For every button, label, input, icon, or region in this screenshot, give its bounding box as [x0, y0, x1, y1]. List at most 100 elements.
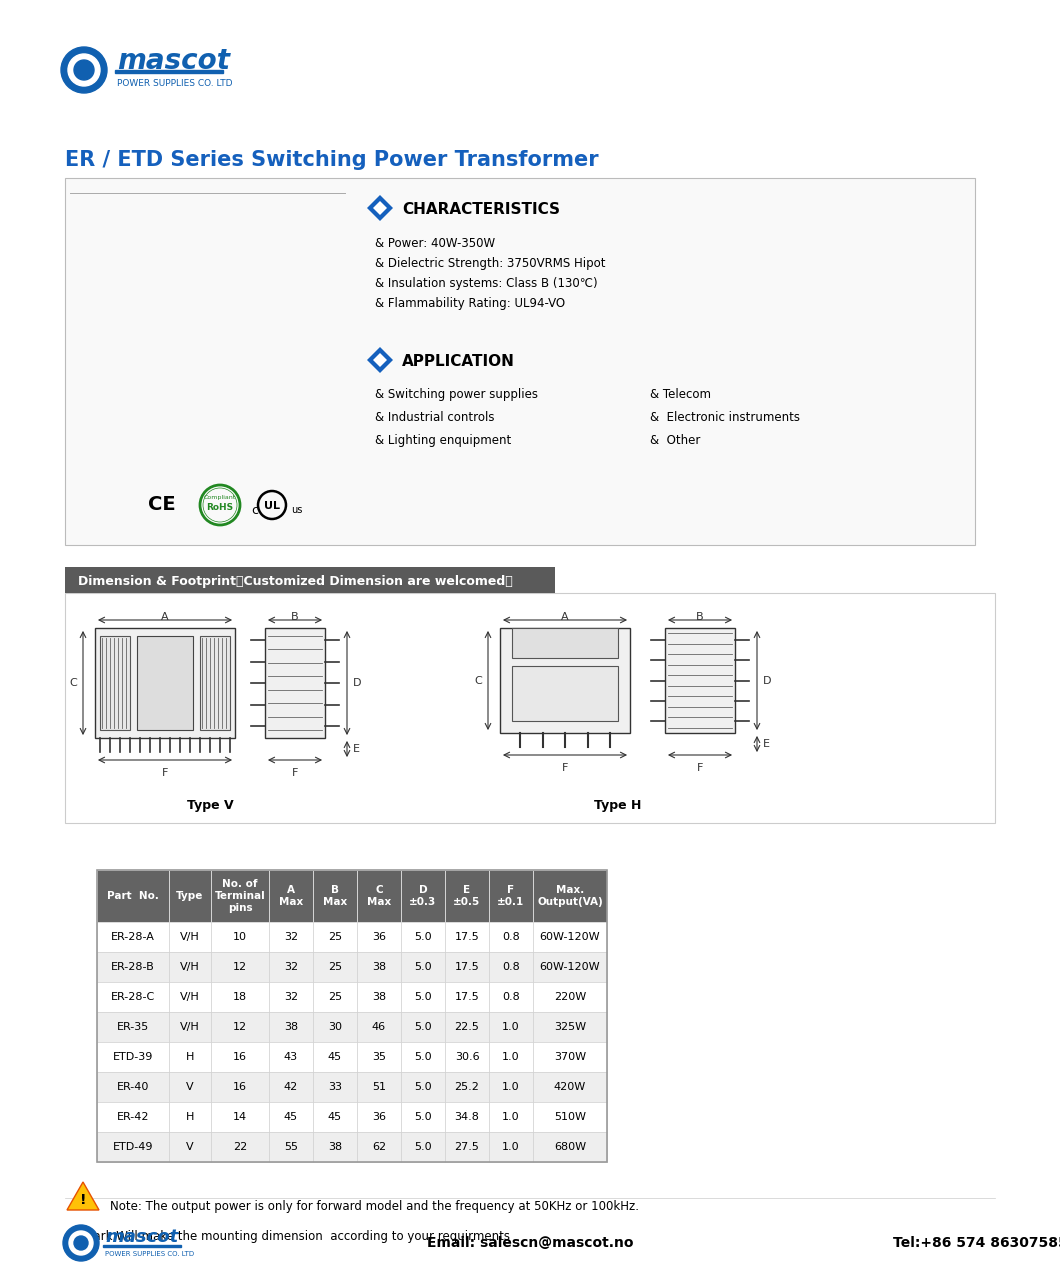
Bar [98, 870, 607, 1162]
Bar [169, 982, 211, 1012]
Circle shape [69, 1231, 93, 1255]
Text: us: us [292, 505, 302, 515]
Text: ER-42: ER-42 [117, 1112, 149, 1122]
Polygon shape [373, 353, 387, 367]
Bar [445, 982, 489, 1012]
Bar [357, 1102, 401, 1133]
Bar [98, 1042, 169, 1071]
Bar [313, 1012, 357, 1042]
Text: ER-28-A: ER-28-A [111, 933, 155, 941]
Text: 32: 32 [284, 992, 298, 1001]
Bar [98, 1133, 169, 1162]
Bar [533, 1012, 607, 1042]
Text: F: F [696, 763, 703, 773]
Text: 5.0: 5.0 [414, 1112, 431, 1122]
Text: 16: 16 [233, 1052, 247, 1063]
Bar [445, 1133, 489, 1162]
Text: Email: salescn@mascot.no: Email: salescn@mascot.no [427, 1236, 633, 1250]
Bar [169, 952, 211, 982]
Text: E
±0.5: E ±0.5 [454, 885, 480, 907]
Text: 17.5: 17.5 [455, 962, 479, 972]
Text: ETD-49: ETD-49 [112, 1142, 154, 1152]
Bar [65, 178, 975, 545]
Text: 1.0: 1.0 [502, 1022, 519, 1032]
Text: D: D [763, 675, 772, 685]
Bar [65, 592, 995, 823]
Bar [98, 982, 169, 1012]
Text: 45: 45 [284, 1112, 298, 1122]
Text: C
Max: C Max [367, 885, 391, 907]
Bar [100, 636, 130, 730]
Text: B
Max: B Max [323, 885, 347, 907]
Bar [533, 1071, 607, 1102]
Bar [169, 1042, 211, 1071]
Bar [489, 870, 533, 922]
Bar [500, 628, 630, 733]
Text: c: c [251, 503, 258, 516]
Polygon shape [367, 347, 393, 373]
Bar [98, 922, 169, 952]
Text: 60W-120W: 60W-120W [540, 962, 600, 972]
Bar [445, 952, 489, 982]
Text: & Power: 40W-350W: & Power: 40W-350W [375, 237, 495, 250]
Bar [489, 1042, 533, 1071]
Text: 25: 25 [328, 992, 342, 1001]
Bar [489, 1133, 533, 1162]
Bar [533, 982, 607, 1012]
Text: C: C [69, 678, 77, 688]
Bar [95, 628, 235, 738]
Text: UL: UL [264, 501, 280, 511]
Text: & Insulation systems: Class B (130℃): & Insulation systems: Class B (130℃) [375, 276, 598, 290]
Text: 5.0: 5.0 [414, 1022, 431, 1032]
Bar [313, 1042, 357, 1071]
Text: &  Electronic instruments: & Electronic instruments [650, 412, 800, 424]
Bar [98, 952, 169, 982]
Text: 220W: 220W [554, 992, 586, 1001]
Bar [445, 922, 489, 952]
Bar [169, 1133, 211, 1162]
Text: ER-28-C: ER-28-C [111, 992, 155, 1001]
Text: 18: 18 [233, 992, 247, 1001]
Text: & Flammability Rating: UL94-VO: & Flammability Rating: UL94-VO [375, 297, 565, 310]
Text: 370W: 370W [554, 1052, 586, 1063]
Bar [401, 952, 445, 982]
Text: 25: 25 [328, 962, 342, 972]
Bar [357, 1133, 401, 1162]
Text: & Telecom: & Telecom [650, 389, 711, 401]
Text: Tel:+86 574 86307585: Tel:+86 574 86307585 [893, 1236, 1060, 1250]
Text: ETD-39: ETD-39 [112, 1052, 154, 1063]
Bar [533, 952, 607, 982]
Text: V/H: V/H [180, 1022, 200, 1032]
Text: 55: 55 [284, 1142, 298, 1152]
Bar [169, 922, 211, 952]
Text: 42: 42 [284, 1082, 298, 1092]
Text: V/H: V/H [180, 992, 200, 1001]
Text: 22.5: 22.5 [455, 1022, 479, 1032]
Bar [401, 870, 445, 922]
Bar [211, 952, 269, 982]
Bar [114, 70, 223, 73]
Bar [512, 628, 618, 657]
Bar [211, 1133, 269, 1162]
Bar [65, 567, 555, 592]
Bar [269, 1012, 313, 1042]
Text: APPLICATION: APPLICATION [402, 353, 515, 368]
Text: 17.5: 17.5 [455, 992, 479, 1001]
Polygon shape [367, 195, 393, 220]
Text: 27.5: 27.5 [455, 1142, 479, 1152]
Bar [533, 1102, 607, 1133]
Text: 0.8: 0.8 [502, 933, 519, 941]
Text: 12: 12 [233, 1022, 247, 1032]
Text: & Switching power supplies: & Switching power supplies [375, 389, 538, 401]
Bar [401, 1071, 445, 1102]
Text: & Dielectric Strength: 3750VRMS Hipot: & Dielectric Strength: 3750VRMS Hipot [375, 257, 605, 270]
Bar [169, 1012, 211, 1042]
Bar [269, 922, 313, 952]
Text: 16: 16 [233, 1082, 247, 1092]
Text: 12: 12 [233, 962, 247, 972]
Text: 0.8: 0.8 [502, 992, 519, 1001]
Text: F: F [162, 768, 169, 778]
Text: V/H: V/H [180, 933, 200, 941]
Text: 36: 36 [372, 1112, 386, 1122]
Bar [211, 1042, 269, 1071]
